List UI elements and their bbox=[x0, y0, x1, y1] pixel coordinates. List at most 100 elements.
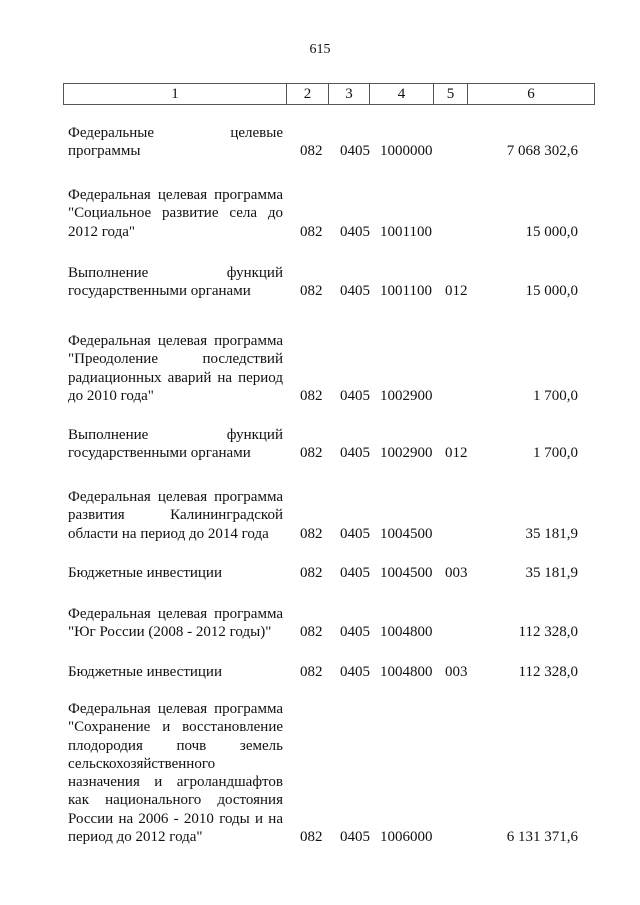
section-code: 0405 bbox=[340, 525, 370, 542]
budget-row: Выполнение функций государственными орган… bbox=[68, 264, 598, 301]
budget-row: Бюджетные инвестиции 082 0405 1004500 003 35 … bbox=[68, 564, 598, 582]
ministry-code: 082 bbox=[300, 565, 323, 581]
header-col-6: 6 bbox=[467, 83, 595, 105]
description-line: как национального достояния bbox=[68, 792, 283, 809]
section-code: 0405 bbox=[340, 565, 370, 581]
header-col-3: 3 bbox=[328, 83, 370, 105]
ministry-code: 082 bbox=[300, 624, 323, 641]
target-article-code: 1004800 bbox=[380, 664, 433, 680]
row-description: Федеральная целевая программа развития Ка… bbox=[68, 488, 283, 543]
ministry-code: 082 bbox=[300, 223, 323, 240]
description-line: государственными органами bbox=[68, 283, 251, 300]
row-codes: 082 0405 1001100 012 15 000,0 bbox=[68, 282, 598, 300]
description-line: Выполнение функций bbox=[68, 427, 283, 443]
amount: 112 328,0 bbox=[518, 624, 578, 641]
ministry-code: 082 bbox=[300, 143, 323, 160]
section-code: 0405 bbox=[340, 283, 370, 300]
row-codes: 082 0405 1002900 012 1 700,0 bbox=[68, 444, 598, 462]
section-code: 0405 bbox=[340, 624, 370, 641]
amount: 15 000,0 bbox=[525, 283, 579, 300]
target-article-code: 1004800 bbox=[380, 624, 433, 641]
description-line: назначения и агроландшафтов bbox=[68, 774, 283, 791]
ministry-code: 082 bbox=[300, 445, 323, 462]
description-line: "Социальное развитие села до bbox=[68, 205, 283, 222]
row-description: Бюджетные инвестиции bbox=[68, 564, 283, 582]
target-article-code: 1004500 bbox=[380, 565, 433, 581]
description-line: области на период до 2014 года bbox=[68, 525, 269, 542]
amount: 7 068 302,6 bbox=[506, 143, 578, 160]
page-number: 615 bbox=[309, 42, 331, 57]
row-codes: 082 0405 1004500 35 181,9 bbox=[68, 525, 598, 543]
row-description: Федеральная целевая программа "Юг России … bbox=[68, 605, 283, 642]
description-line: "Юг России (2008 - 2012 годы)" bbox=[68, 624, 272, 641]
expense-type-code: 003 bbox=[445, 565, 468, 581]
header-col-4: 4 bbox=[369, 83, 434, 105]
header-col-1: 1 bbox=[63, 83, 287, 105]
budget-row: Бюджетные инвестиции 082 0405 1004800 003 112… bbox=[68, 663, 598, 681]
section-code: 0405 bbox=[340, 143, 370, 160]
expense-type-code: 012 bbox=[445, 283, 468, 300]
description-line: Федеральная целевая программа bbox=[68, 187, 283, 203]
budget-row: Федеральная целевая программа "Юг России … bbox=[68, 605, 598, 642]
target-article-code: 1002900 bbox=[380, 445, 433, 462]
target-article-code: 1000000 bbox=[380, 143, 433, 160]
target-article-code: 1004500 bbox=[380, 525, 433, 542]
row-description: Выполнение функций государственными орган… bbox=[68, 264, 283, 301]
description-line: государственными органами bbox=[68, 445, 251, 462]
amount: 1 700,0 bbox=[533, 445, 578, 462]
expense-type-code: 012 bbox=[445, 445, 468, 462]
description-line: до 2010 года" bbox=[68, 387, 154, 404]
budget-row: Выполнение функций государственными орган… bbox=[68, 426, 598, 463]
description-line: Федеральные целевые bbox=[68, 125, 283, 141]
row-description: Бюджетные инвестиции bbox=[68, 663, 283, 681]
description-line: Федеральная целевая программа bbox=[68, 606, 283, 622]
description-line: плодородия почв земель bbox=[68, 737, 283, 754]
amount: 1 700,0 bbox=[533, 387, 578, 404]
amount: 35 181,9 bbox=[525, 565, 579, 581]
section-code: 0405 bbox=[340, 223, 370, 240]
row-codes: 082 0405 1002900 1 700,0 bbox=[68, 387, 598, 405]
budget-row: Федеральная целевая программа "Преодолени… bbox=[68, 332, 598, 405]
target-article-code: 1002900 bbox=[380, 387, 433, 404]
row-codes: 082 0405 1000000 7 068 302,6 bbox=[68, 142, 598, 160]
target-article-code: 1001100 bbox=[380, 283, 432, 300]
budget-row: Федеральная целевая программа "Социальное… bbox=[68, 186, 598, 241]
budget-row: Федеральная целевая программа "Сохранение… bbox=[68, 700, 598, 846]
description-line: 2012 года" bbox=[68, 223, 136, 240]
description-line: Федеральная целевая программа bbox=[68, 701, 283, 717]
amount: 6 131 371,6 bbox=[506, 829, 578, 846]
description-line: программы bbox=[68, 143, 141, 160]
row-description: Федеральные целевые программы bbox=[68, 124, 283, 161]
ministry-code: 082 bbox=[300, 387, 323, 404]
row-description: Федеральная целевая программа "Преодолени… bbox=[68, 332, 283, 405]
row-codes: 082 0405 1006000 6 131 371,6 bbox=[68, 828, 598, 846]
section-code: 0405 bbox=[340, 387, 370, 404]
amount: 112 328,0 bbox=[518, 664, 578, 680]
budget-row: Федеральная целевая программа развития Ка… bbox=[68, 488, 598, 543]
row-codes: 082 0405 1004800 003 112 328,0 bbox=[68, 663, 598, 681]
description-line: сельскохозяйственного bbox=[68, 755, 216, 772]
description-line: Выполнение функций bbox=[68, 265, 283, 281]
expense-type-code: 003 bbox=[445, 664, 468, 680]
amount: 35 181,9 bbox=[525, 525, 579, 542]
target-article-code: 1006000 bbox=[380, 829, 433, 846]
target-article-code: 1001100 bbox=[380, 223, 432, 240]
row-codes: 082 0405 1004800 112 328,0 bbox=[68, 623, 598, 641]
description-line: период до 2012 года" bbox=[68, 829, 203, 846]
row-codes: 082 0405 1004500 003 35 181,9 bbox=[68, 564, 598, 582]
section-code: 0405 bbox=[340, 445, 370, 462]
description-line: "Сохранение и восстановление bbox=[68, 719, 283, 736]
ministry-code: 082 bbox=[300, 664, 323, 680]
row-description: Федеральная целевая программа "Социальное… bbox=[68, 186, 283, 241]
description-line: Бюджетные инвестиции bbox=[68, 565, 222, 581]
description-line: радиационных аварий на период bbox=[68, 369, 283, 386]
description-line: России на 2006 - 2010 годы и на bbox=[68, 810, 283, 827]
amount: 15 000,0 bbox=[525, 223, 579, 240]
ministry-code: 082 bbox=[300, 829, 323, 846]
section-code: 0405 bbox=[340, 829, 370, 846]
description-line: развития Калининградской bbox=[68, 507, 283, 524]
ministry-code: 082 bbox=[300, 283, 323, 300]
header-col-2: 2 bbox=[286, 83, 329, 105]
description-line: Бюджетные инвестиции bbox=[68, 664, 222, 680]
